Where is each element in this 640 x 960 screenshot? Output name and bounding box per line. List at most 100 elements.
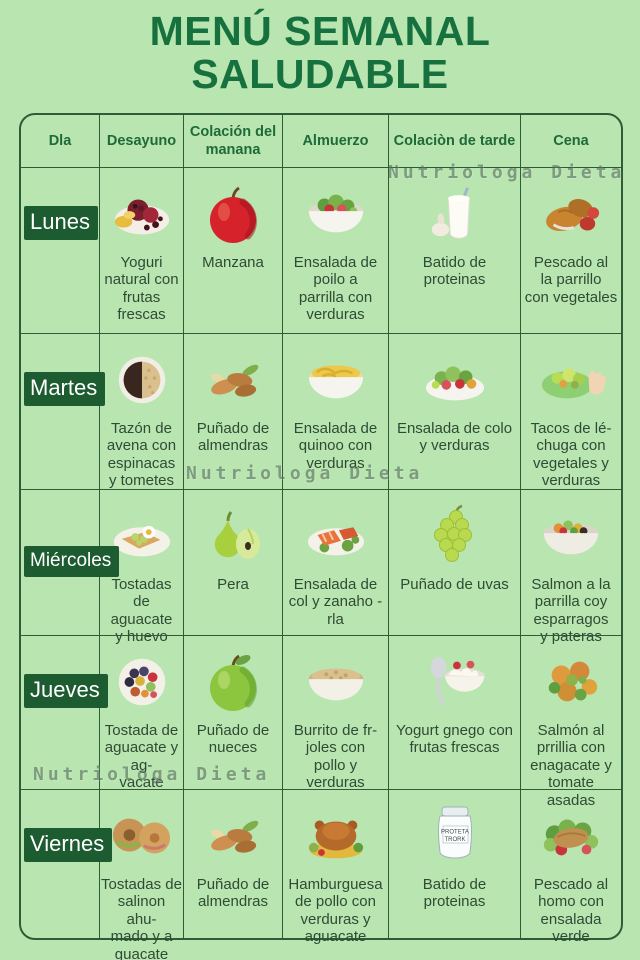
meal-caption: Pescado al la parrillo con vegetales bbox=[524, 254, 618, 306]
meal-caption: Burrito de fr- joles con pollo y verdura… bbox=[293, 722, 378, 792]
meal-caption: Puñado de nueces bbox=[196, 722, 270, 757]
green-grapes-icon bbox=[415, 496, 495, 576]
column-header-desayuno: Desayuno bbox=[99, 115, 183, 167]
salad-bowl-icon bbox=[297, 174, 375, 254]
meal-cell-miércoles-desayuno: Tostadas de aguacate y huevo bbox=[99, 489, 183, 645]
column-header-colaciòn-de-tarde: Colaciòn de tarde bbox=[388, 115, 520, 167]
meal-caption: Tazón de avena con espinacas y tometes bbox=[106, 420, 177, 490]
protein-shake-icon bbox=[416, 174, 494, 254]
oatmeal-bowl-icon bbox=[103, 340, 181, 420]
meal-cell-martes-colaciòn-de-tarde: Ensalada de colo y verduras bbox=[388, 333, 520, 489]
column-header-colación-del-manana: Colación del manana bbox=[183, 115, 282, 167]
meal-cell-lunes-colaciòn-de-tarde: Batido de proteinas bbox=[388, 167, 520, 333]
oats-bowl-icon bbox=[297, 642, 375, 722]
meal-cell-viernes-cena: Pescado al homo con ensalada verde bbox=[520, 789, 621, 945]
berry-bowl-icon bbox=[103, 642, 181, 722]
svg-text:TRORK: TRORK bbox=[444, 837, 465, 843]
salad-plate-icon bbox=[416, 340, 494, 420]
meal-cell-lunes-cena: Pescado al la parrillo con vegetales bbox=[520, 167, 621, 333]
meal-caption: Tostadas de aguacate y huevo bbox=[110, 576, 173, 646]
menu-table: Dla Desayuno Colación del manana Almuerzo Co… bbox=[19, 113, 623, 960]
meal-cell-miércoles-cena: Salmon a la parrilla coy esparragos y pa… bbox=[520, 489, 621, 645]
almonds-icon bbox=[194, 796, 272, 876]
day-cell-lunes: Lunes bbox=[21, 167, 99, 333]
meal-caption: Pescado al homo con ensalada verde bbox=[533, 876, 609, 946]
meal-cell-lunes-colación-del-manana: Manzana bbox=[183, 167, 282, 333]
meal-caption: Hamburguesa de pollo con verduras y agua… bbox=[288, 876, 383, 946]
watermark: Nutriologa Dieta bbox=[186, 463, 424, 484]
meal-caption: Puñado de almendras bbox=[196, 876, 270, 911]
bagel-sandwich-icon bbox=[103, 796, 181, 876]
meal-cell-jueves-colación-del-manana: Puñado de nueces bbox=[183, 635, 282, 789]
meal-cell-martes-cena: Tacos de lé- chuga con vegetales y verdu… bbox=[520, 333, 621, 489]
svg-text:PROTETA: PROTETA bbox=[441, 830, 469, 836]
meal-caption: Manzana bbox=[202, 254, 264, 271]
day-cell-martes: Martes bbox=[21, 333, 106, 489]
meal-cell-jueves-colaciòn-de-tarde: Yogurt gnego con frutas frescas bbox=[388, 635, 520, 789]
meal-cell-viernes-almuerzo: Hamburguesa de pollo con verduras y agua… bbox=[282, 789, 388, 945]
meal-caption: Tostada de aguacate y ag- vacate bbox=[104, 722, 179, 792]
day-label-lunes: Lunes bbox=[24, 206, 98, 240]
salmon-plate-icon bbox=[297, 496, 375, 576]
meal-caption: Pera bbox=[217, 576, 249, 593]
meal-cell-jueves-desayuno: Tostada de aguacate y ag- vacate bbox=[99, 635, 183, 792]
meal-caption: Salmón al prrillia con enagacate y tomat… bbox=[530, 722, 612, 809]
meal-cell-miércoles-almuerzo: Ensalada de col y zanaho - rla bbox=[282, 489, 388, 635]
meal-caption: Tacos de lé- chuga con vegetales y verdu… bbox=[530, 420, 612, 490]
meal-cell-viernes-desayuno: Tostadas de salinon ahu- mado y a guacat… bbox=[99, 789, 183, 960]
red-apple-icon bbox=[193, 174, 273, 254]
meal-cell-miércoles-colación-del-manana: Pera bbox=[183, 489, 282, 635]
meal-cell-miércoles-colaciòn-de-tarde: Puñado de uvas bbox=[388, 489, 520, 635]
meal-caption: Yogurt gnego con frutas frescas bbox=[395, 722, 514, 757]
day-label-viernes: Viernes bbox=[24, 828, 113, 862]
roast-chicken-icon bbox=[297, 796, 375, 876]
meal-caption: Ensalada de col y zanaho - rla bbox=[288, 576, 383, 628]
meal-caption: Batido de proteinas bbox=[422, 876, 487, 911]
meal-cell-jueves-cena: Salmón al prrillia con enagacate y tomat… bbox=[520, 635, 621, 809]
meal-caption: Ensalada de poilo a parrilla con verdura… bbox=[293, 254, 378, 324]
day-label-miércoles: Miércoles bbox=[24, 546, 120, 577]
watermark: Nutriologa Dieta bbox=[33, 764, 271, 785]
fruit-plate-icon bbox=[103, 174, 181, 254]
meal-cell-lunes-desayuno: Yoguri natural con frutas frescas bbox=[99, 167, 183, 333]
meal-caption: Batido de proteinas bbox=[422, 254, 487, 289]
meal-caption: Ensalada de quinoo con verduras bbox=[293, 420, 378, 472]
meal-cell-lunes-almuerzo: Ensalada de poilo a parrilla con verdura… bbox=[282, 167, 388, 333]
chicken-broccoli-icon bbox=[532, 642, 610, 722]
column-header-almuerzo: Almuerzo bbox=[282, 115, 388, 167]
watermark: Nutriologa Dieta bbox=[388, 162, 626, 183]
lettuce-taco-icon bbox=[532, 340, 610, 420]
day-cell-viernes: Viernes bbox=[21, 789, 113, 940]
almonds-icon bbox=[194, 340, 272, 420]
grilled-fish-icon bbox=[532, 174, 610, 254]
day-label-martes: Martes bbox=[24, 372, 106, 406]
meal-caption: Ensalada de colo y verduras bbox=[396, 420, 513, 455]
meal-cell-viernes-colación-del-manana: Puñado de almendras bbox=[183, 789, 282, 940]
page-title: MENÚ SEMANAL SALUDABLE bbox=[0, 8, 640, 98]
yogurt-spoon-icon bbox=[416, 642, 494, 722]
meal-caption: Puñado de almendras bbox=[196, 420, 270, 455]
meal-caption: Puñado de uvas bbox=[400, 576, 509, 593]
day-label-jueves: Jueves bbox=[24, 674, 108, 708]
meal-cell-martes-almuerzo: Ensalada de quinoo con verduras bbox=[282, 333, 388, 489]
meal-cell-martes-desayuno: Tazón de avena con espinacas y tometes bbox=[99, 333, 183, 489]
pear-icon bbox=[193, 496, 273, 576]
protein-jar-icon: PROTETA TRORK bbox=[415, 796, 495, 876]
meal-caption: Tostadas de salinon ahu- mado y a guacat… bbox=[101, 876, 182, 960]
title-line1: MENÚ SEMANAL bbox=[149, 8, 491, 54]
meal-cell-viernes-colaciòn-de-tarde: PROTETA TRORK Batido de proteinas bbox=[388, 789, 520, 940]
column-header-cena: Cena bbox=[520, 115, 621, 167]
avocado-toast-icon bbox=[103, 496, 181, 576]
meal-cell-martes-colación-del-manana: Puñado de almendras bbox=[183, 333, 282, 489]
fish-salad-icon bbox=[532, 796, 610, 876]
meal-cell-jueves-almuerzo: Burrito de fr- joles con pollo y verdura… bbox=[282, 635, 388, 792]
title-line2: SALUDABLE bbox=[191, 51, 449, 98]
green-apple-icon bbox=[193, 642, 273, 722]
day-cell-jueves: Jueves bbox=[21, 635, 108, 789]
meal-caption: Salmon a la parrilla coy esparragos y pa… bbox=[531, 576, 611, 646]
veggie-soup-icon bbox=[532, 496, 610, 576]
noodle-bowl-icon bbox=[297, 340, 375, 420]
meal-caption: Yoguri natural con frutas frescas bbox=[104, 254, 179, 324]
column-header-dla: Dla bbox=[48, 132, 72, 149]
